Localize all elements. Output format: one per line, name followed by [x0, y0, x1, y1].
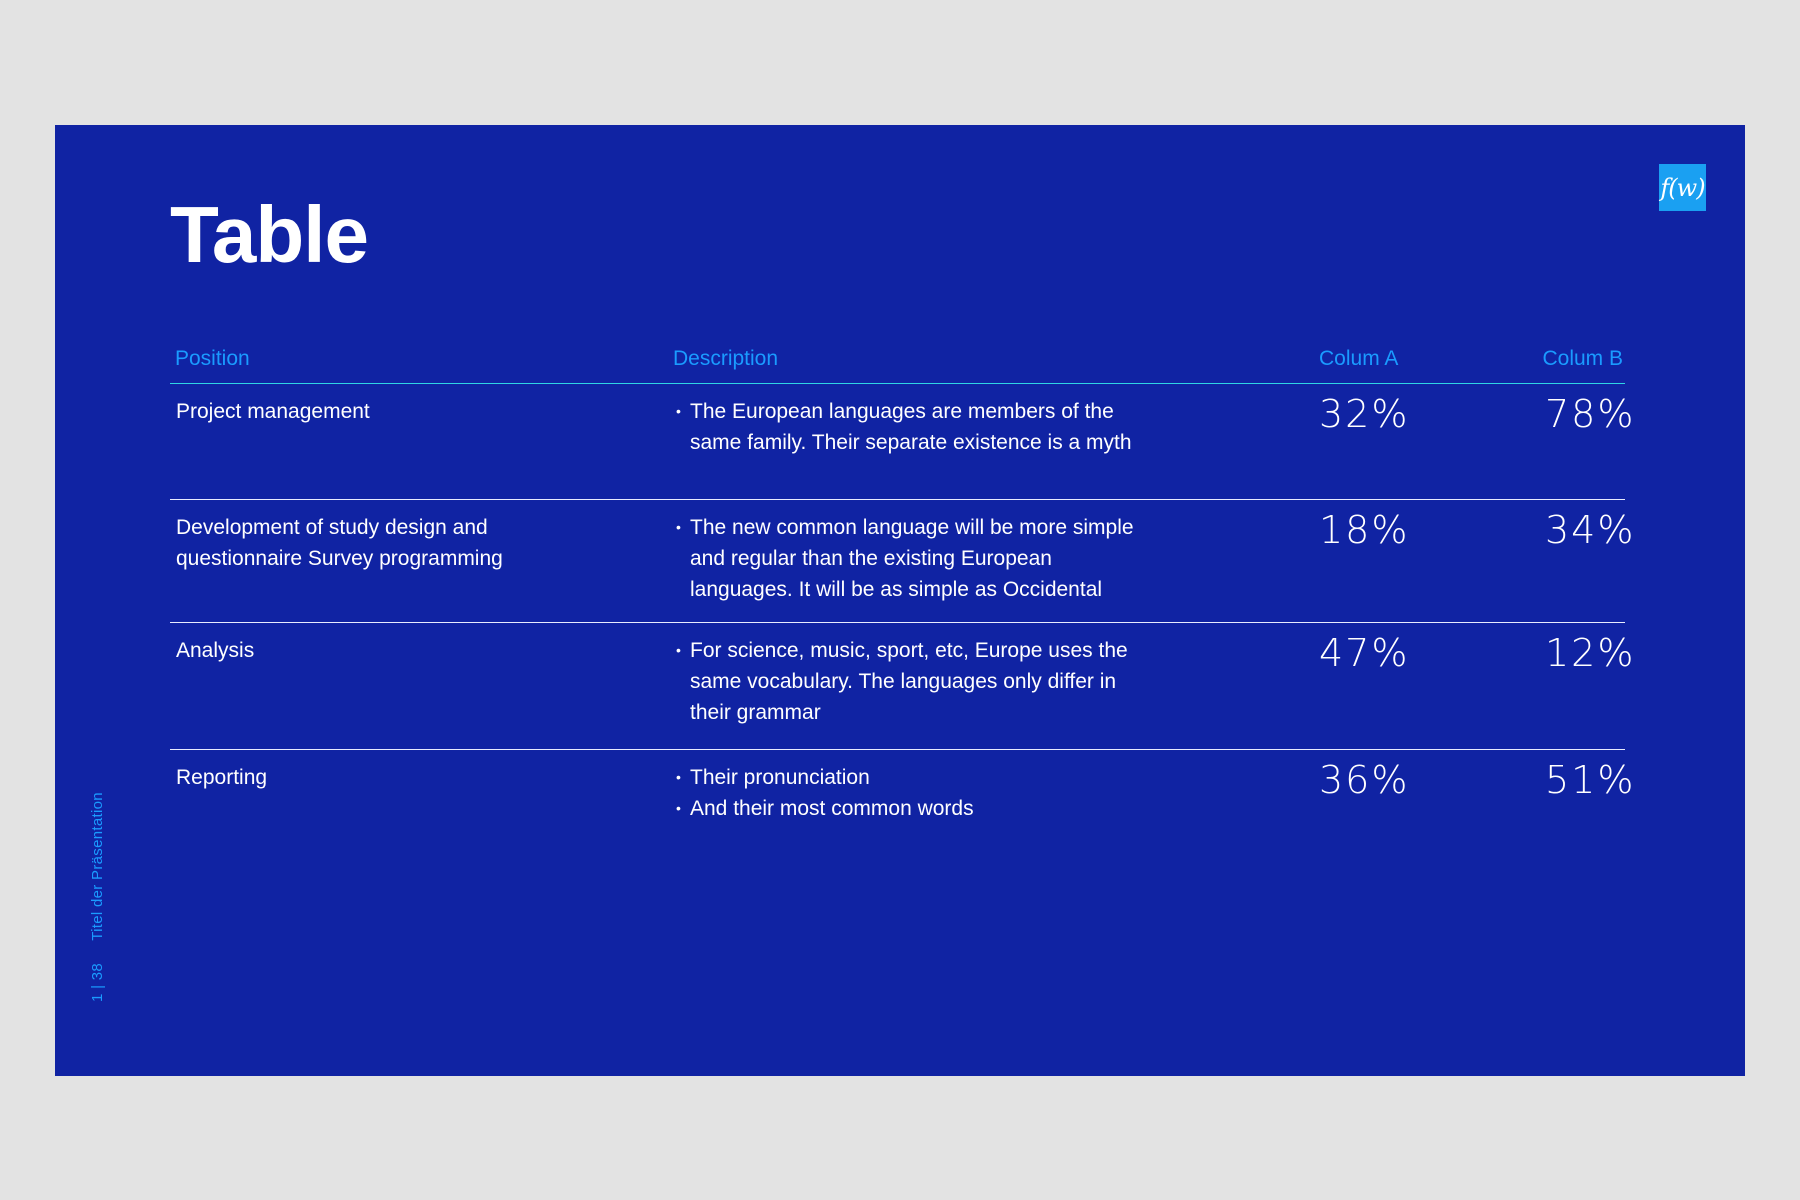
table-header: Position Description Colum A Colum B [170, 339, 1625, 384]
cell-col-b: 51% [1545, 758, 1636, 802]
bullet-item: And their most common words [676, 793, 1146, 824]
cell-description: For science, music, sport, etc, Europe u… [676, 635, 1146, 728]
fw-logo-icon: f(w) [1659, 164, 1706, 211]
header-position: Position [175, 347, 250, 370]
cell-col-b: 34% [1545, 508, 1636, 552]
bullet-item: Their pronunciation [676, 762, 1146, 793]
slide: f(w) Table 1 | 38 Titel der Präsentation… [55, 125, 1745, 1076]
cell-col-a: 36% [1319, 758, 1410, 802]
cell-col-a: 32% [1319, 392, 1410, 436]
bullet-item: For science, music, sport, etc, Europe u… [676, 635, 1146, 728]
cell-position: Reporting [176, 766, 268, 789]
header-col-a: Colum A [1319, 347, 1399, 370]
cell-position: Development of study design and question… [176, 516, 503, 570]
cell-description: The European languages are members of th… [676, 396, 1146, 458]
cell-col-a: 47% [1319, 631, 1410, 675]
cell-col-b: 12% [1545, 631, 1636, 675]
bullet-item: The new common language will be more sim… [676, 512, 1146, 605]
header-col-b: Colum B [1542, 347, 1623, 370]
page-number: 1 | 38 [89, 962, 106, 1002]
bullet-item: The European languages are members of th… [676, 396, 1146, 458]
slide-footer: 1 | 38 Titel der Präsentation [89, 792, 106, 1002]
table-row: Analysis For science, music, sport, etc,… [170, 623, 1633, 750]
cell-position: Project management [176, 400, 370, 423]
presentation-title: Titel der Präsentation [89, 792, 106, 941]
table-row: Development of study design and question… [170, 500, 1633, 623]
page-title: Table [170, 190, 369, 279]
cell-description: The new common language will be more sim… [676, 512, 1146, 605]
cell-description: Their pronunciation And their most commo… [676, 762, 1146, 824]
cell-col-b: 78% [1545, 392, 1636, 436]
table-row: Project management The European language… [170, 384, 1633, 500]
cell-position: Analysis [176, 639, 255, 662]
cell-col-a: 18% [1319, 508, 1410, 552]
header-description: Description [673, 347, 779, 370]
table-row: Reporting Their pronunciation And their … [170, 750, 1633, 850]
data-table: Position Description Colum A Colum B Pro… [170, 339, 1633, 850]
